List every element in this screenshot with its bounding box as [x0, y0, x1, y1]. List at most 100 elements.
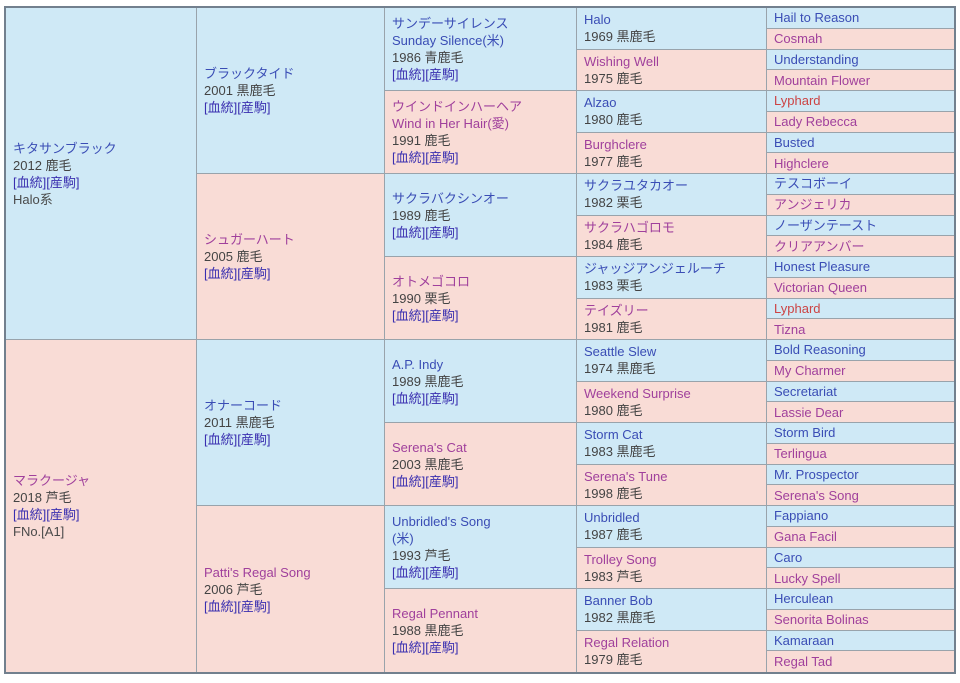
horse-name-link[interactable]: Regal Relation [584, 635, 670, 651]
pedigree-link[interactable]: [血統] [392, 390, 426, 406]
horse-name-link[interactable]: ジャッジアンジェルーチ [584, 261, 726, 277]
horse-name-latin[interactable]: (米) [392, 531, 414, 546]
horse-name-link[interactable]: マラクージャ [13, 473, 91, 488]
horse-name-link[interactable]: Halo [584, 12, 611, 28]
horse-name-link[interactable]: Unbridled [584, 510, 640, 526]
horse-name-link[interactable]: Mr. Prospector [774, 466, 859, 482]
cell-links: [血統][産駒] [392, 66, 572, 83]
horse-name-link[interactable]: Gana Facil [774, 529, 837, 545]
horse-name-link[interactable]: Serena's Cat [392, 439, 467, 455]
horse-name-link[interactable]: Regal Pennant [392, 606, 479, 621]
offspring-link[interactable]: [産駒] [237, 598, 271, 614]
offspring-link[interactable]: [産駒] [46, 507, 80, 522]
horse-name-link[interactable]: Lucky Spell [774, 570, 841, 586]
horse-name-link[interactable]: Understanding [774, 51, 859, 67]
horse-name-link[interactable]: Terlingua [774, 446, 827, 462]
pedigree-cell-g4-11: Storm Cat 1983 黒鹿毛 [577, 423, 767, 465]
horse-name-latin[interactable]: Wind in Her Hair(愛) [392, 116, 510, 131]
horse-name-link[interactable]: Mountain Flower [774, 72, 871, 88]
pedigree-link[interactable]: [血統] [392, 640, 426, 655]
pedigree-link[interactable]: [血統] [392, 150, 426, 165]
horse-name-link[interactable]: ブラックタイド [204, 66, 295, 81]
horse-name-link[interactable]: Hail to Reason [774, 10, 860, 26]
horse-name-latin[interactable]: Sunday Silence(米) [392, 33, 504, 48]
horse-name-link[interactable]: Unbridled's Song [392, 514, 491, 529]
horse-name-link[interactable]: キタサンブラック [13, 140, 117, 156]
offspring-link[interactable]: [産駒] [425, 565, 459, 580]
horse-name-link[interactable]: Banner Bob [584, 593, 653, 609]
horse-year-coat: 1990 栗毛 [392, 290, 451, 306]
horse-name-link[interactable]: サクラバクシンオー [392, 190, 509, 206]
horse-name-link[interactable]: Serena's Song [774, 487, 859, 503]
pedigree-link[interactable]: [血統] [392, 473, 426, 489]
pedigree-link[interactable]: [血統] [204, 598, 238, 614]
horse-name-link[interactable]: Serena's Tune [584, 468, 668, 484]
horse-name-link[interactable]: Victorian Queen [774, 280, 867, 296]
horse-name-link[interactable]: テスコボーイ [774, 176, 853, 192]
horse-name-link[interactable]: Tizna [774, 321, 806, 337]
pedigree-link[interactable]: [血統] [13, 174, 47, 190]
horse-name-link[interactable]: Caro [774, 549, 803, 565]
horse-name-link[interactable]: ウインドインハーヘア [392, 99, 523, 114]
offspring-link[interactable]: [産駒] [237, 432, 271, 447]
pedigree-link[interactable]: [血統] [392, 67, 426, 82]
horse-name-link[interactable]: Fappiano [774, 508, 829, 524]
horse-name-link[interactable]: シュガーハート [204, 232, 295, 247]
horse-name-link[interactable]: Cosmah [774, 31, 823, 47]
horse-name-link[interactable]: Regal Tad [774, 654, 833, 670]
pedigree-link[interactable]: [血統] [204, 100, 238, 115]
horse-name-link[interactable]: Kamaraan [774, 632, 834, 648]
horse-name-link[interactable]: Storm Cat [584, 427, 643, 443]
horse-name-link[interactable]: アンジェリカ [774, 197, 852, 213]
pedigree-cell-g5-14: Victorian Queen [767, 277, 954, 299]
pedigree-link[interactable]: [血統] [392, 307, 426, 323]
horse-name-link[interactable]: Honest Pleasure [774, 259, 871, 275]
horse-name-link[interactable]: サクラハゴロモ [584, 219, 675, 235]
horse-name-link[interactable]: Lyphard [774, 300, 821, 316]
horse-name-link[interactable]: サクラユタカオー [584, 178, 689, 194]
horse-name-link[interactable]: テイズリー [584, 302, 649, 318]
pedigree-link[interactable]: [血統] [13, 507, 47, 522]
horse-name-link[interactable]: Lyphard [774, 93, 821, 109]
horse-name-link[interactable]: Herculean [774, 591, 834, 607]
offspring-link[interactable]: [産駒] [425, 67, 459, 82]
horse-name-link[interactable]: Weekend Surprise [584, 385, 691, 401]
offspring-link[interactable]: [産駒] [237, 266, 271, 281]
horse-name-link[interactable]: Bold Reasoning [774, 342, 866, 358]
horse-name-link[interactable]: オトメゴコロ [392, 273, 471, 289]
horse-name-link[interactable]: Secretariat [774, 383, 837, 399]
horse-name-link[interactable]: Storm Bird [774, 425, 836, 441]
horse-name-link[interactable]: Trolley Song [584, 551, 657, 567]
pedigree-link[interactable]: [血統] [392, 224, 426, 240]
pedigree-cell-g5-13: Honest Pleasure [767, 257, 954, 278]
offspring-link[interactable]: [産駒] [425, 473, 459, 489]
offspring-link[interactable]: [産駒] [425, 307, 459, 323]
horse-name-link[interactable]: Senorita Bolinas [774, 612, 869, 628]
offspring-link[interactable]: [産駒] [46, 174, 80, 190]
pedigree-link[interactable]: [血統] [392, 565, 426, 580]
horse-name-link[interactable]: Seattle Slew [584, 344, 657, 360]
horse-name-link[interactable]: Lassie Dear [774, 404, 844, 420]
pedigree-link[interactable]: [血統] [204, 266, 238, 281]
horse-name-link[interactable]: Patti's Regal Song [204, 564, 311, 580]
horse-name-link[interactable]: Lady Rebecca [774, 114, 858, 130]
offspring-link[interactable]: [産駒] [237, 100, 271, 115]
horse-name-link[interactable]: Alzao [584, 95, 617, 111]
offspring-link[interactable]: [産駒] [425, 150, 459, 165]
horse-name-link[interactable]: クリアアンバー [774, 238, 865, 254]
horse-name-link[interactable]: My Charmer [774, 363, 846, 379]
horse-year-coat: 2003 黒鹿毛 [392, 456, 464, 472]
pedigree-link[interactable]: [血統] [204, 432, 238, 447]
horse-name-link[interactable]: オナーコード [204, 398, 283, 413]
offspring-link[interactable]: [産駒] [425, 640, 459, 655]
offspring-link[interactable]: [産駒] [425, 224, 459, 240]
horse-name-link[interactable]: サンデーサイレンス [392, 16, 509, 31]
horse-name-link[interactable]: Wishing Well [584, 53, 659, 69]
horse-name-link[interactable]: Busted [774, 134, 815, 150]
horse-name-link[interactable]: Burghclere [584, 136, 647, 152]
horse-name-link[interactable]: ノーザンテースト [774, 217, 878, 233]
offspring-link[interactable]: [産駒] [425, 390, 459, 406]
horse-name-link[interactable]: Highclere [774, 155, 829, 171]
horse-name-link[interactable]: A.P. Indy [392, 356, 444, 372]
horse-year-coat: 1983 栗毛 [584, 278, 643, 294]
